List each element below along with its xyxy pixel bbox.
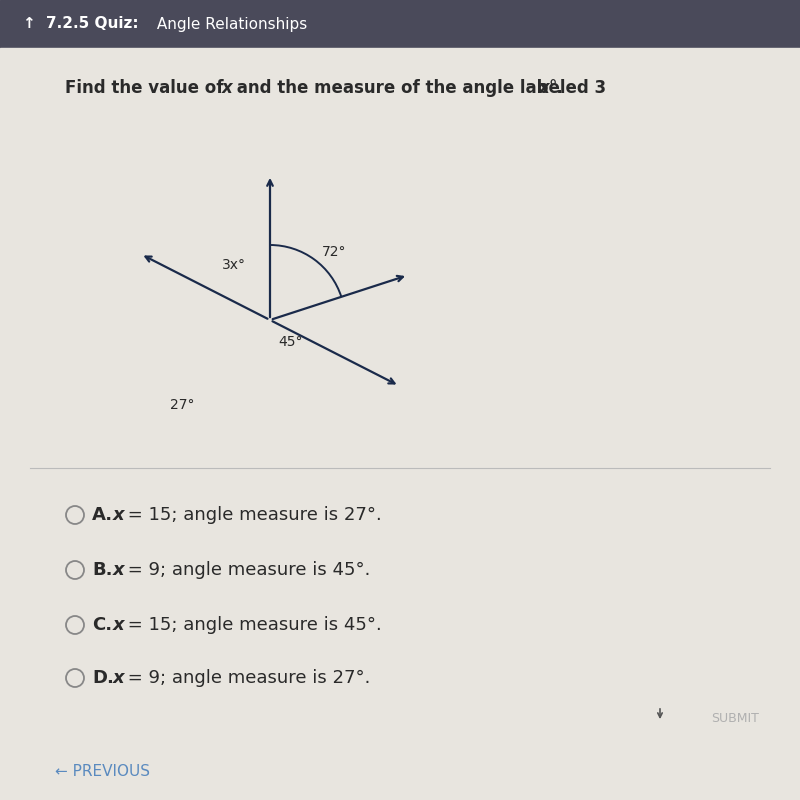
Text: 3x°: 3x° xyxy=(222,258,246,272)
Text: = 15; angle measure is 45°.: = 15; angle measure is 45°. xyxy=(122,616,382,634)
Text: Find the value of: Find the value of xyxy=(65,79,230,97)
Text: D.: D. xyxy=(92,669,114,687)
Text: x: x xyxy=(113,561,125,579)
Text: 27°: 27° xyxy=(170,398,194,412)
Text: x: x xyxy=(539,79,550,97)
Text: ↑: ↑ xyxy=(22,17,34,31)
Text: SUBMIT: SUBMIT xyxy=(711,711,759,725)
Text: = 9; angle measure is 27°.: = 9; angle measure is 27°. xyxy=(122,669,370,687)
Text: 72°: 72° xyxy=(322,245,346,259)
Text: 45°: 45° xyxy=(278,335,302,349)
Text: Angle Relationships: Angle Relationships xyxy=(152,17,307,31)
Text: x: x xyxy=(113,506,125,524)
Text: A.: A. xyxy=(92,506,113,524)
Text: ← PREVIOUS: ← PREVIOUS xyxy=(55,765,150,779)
Text: °.: °. xyxy=(548,79,562,97)
Bar xyxy=(0,0,800,48)
Text: B.: B. xyxy=(92,561,113,579)
Text: C.: C. xyxy=(92,616,112,634)
Text: x: x xyxy=(113,669,125,687)
Text: = 15; angle measure is 27°.: = 15; angle measure is 27°. xyxy=(122,506,382,524)
Text: x: x xyxy=(222,79,233,97)
Text: = 9; angle measure is 45°.: = 9; angle measure is 45°. xyxy=(122,561,370,579)
Text: and the measure of the angle labeled 3: and the measure of the angle labeled 3 xyxy=(231,79,606,97)
Text: x: x xyxy=(113,616,125,634)
Text: 7.2.5 Quiz:: 7.2.5 Quiz: xyxy=(46,17,138,31)
